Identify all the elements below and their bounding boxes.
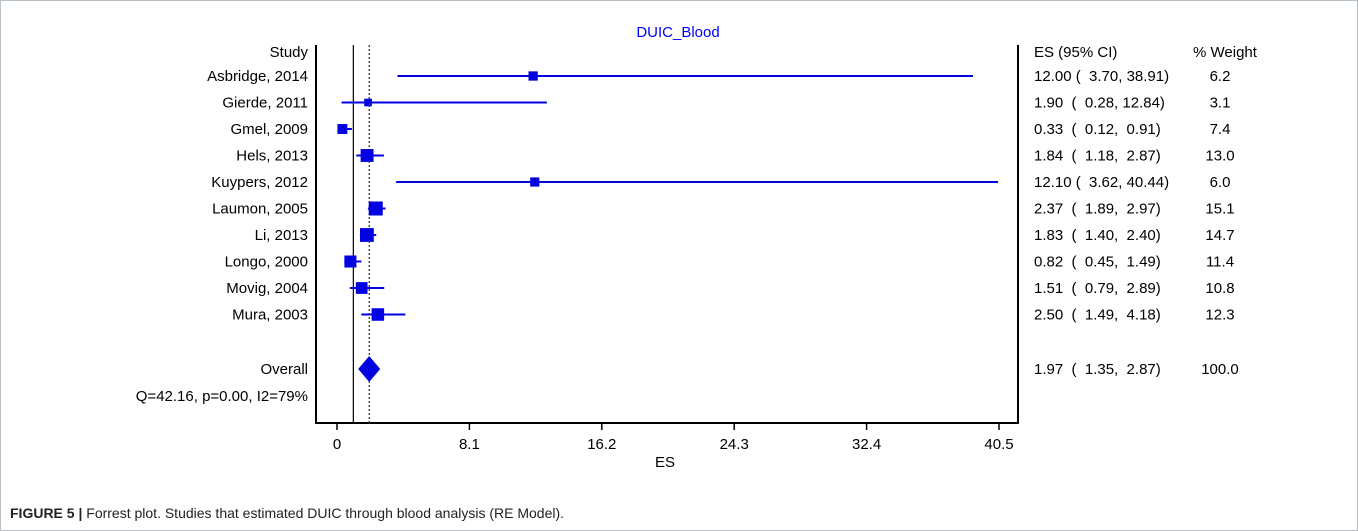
study-row: Movig, 2004 1.51 ( 0.79, 2.89) 10.8 [226, 280, 1234, 297]
es-ci-value: 0.33 ( 0.12, 0.91) [1034, 121, 1161, 138]
study-name: Asbridge, 2014 [207, 68, 308, 85]
study-name: Gierde, 2011 [222, 95, 308, 112]
effect-marker [344, 255, 357, 268]
es-ci-value: 12.10 ( 3.62, 40.44) [1034, 174, 1169, 191]
effect-marker [337, 124, 348, 134]
study-row: Gmel, 2009 0.33 ( 0.12, 0.91) 7.4 [230, 121, 1230, 138]
effect-marker [355, 282, 368, 294]
es-ci-value: 1.90 ( 0.28, 12.84) [1034, 95, 1165, 112]
es-ci-value: 12.00 ( 3.70, 38.91) [1034, 68, 1169, 85]
effect-marker [368, 201, 383, 216]
weight-value: 3.1 [1210, 95, 1231, 112]
study-row: Li, 2013 1.83 ( 1.40, 2.40) 14.7 [255, 227, 1235, 244]
effect-marker [528, 71, 538, 81]
weight-value: 12.3 [1205, 307, 1234, 324]
study-name: Mura, 2003 [232, 307, 308, 324]
study-name: Laumon, 2005 [212, 201, 308, 218]
study-row: Hels, 2013 1.84 ( 1.18, 2.87) 13.0 [236, 148, 1234, 165]
effect-marker [360, 228, 374, 242]
es-ci-value: 0.82 ( 0.45, 1.49) [1034, 254, 1161, 271]
figure-caption: FIGURE 5 | Forrest plot. Studies that es… [10, 505, 564, 521]
x-tick-label: 24.3 [720, 436, 749, 453]
x-tick-label: 16.2 [587, 436, 616, 453]
column-header-es-ci: ES (95% CI) [1034, 44, 1117, 61]
weight-value: 6.2 [1210, 68, 1231, 85]
heterogeneity-stats: Q=42.16, p=0.00, I2=79% [136, 388, 308, 405]
weight-value: 15.1 [1205, 201, 1234, 218]
study-name: Longo, 2000 [225, 254, 308, 271]
study-row: Mura, 2003 2.50 ( 1.49, 4.18) 12.3 [232, 307, 1234, 324]
study-name: Li, 2013 [255, 227, 308, 244]
column-header-study: Study [270, 44, 309, 61]
weight-value: 14.7 [1205, 227, 1234, 244]
x-tick-label: 0 [333, 436, 341, 453]
effect-marker [371, 308, 385, 321]
overall-row: Overall 1.97 ( 1.35, 2.87) 100.0 [260, 356, 1239, 382]
study-row: Asbridge, 2014 12.00 ( 3.70, 38.91) 6.2 [207, 68, 1230, 85]
caption-text: Forrest plot. Studies that estimated DUI… [82, 505, 565, 521]
study-name: Gmel, 2009 [230, 121, 308, 138]
study-name: Movig, 2004 [226, 280, 308, 297]
overall-diamond [358, 356, 381, 382]
x-tick-label: 40.5 [984, 436, 1013, 453]
study-row: Laumon, 2005 2.37 ( 1.89, 2.97) 15.1 [212, 201, 1235, 218]
x-tick-label: 8.1 [459, 436, 480, 453]
es-ci-value: 1.84 ( 1.18, 2.87) [1034, 148, 1161, 165]
study-name: Kuypers, 2012 [211, 174, 308, 191]
weight-value: 10.8 [1205, 280, 1234, 297]
study-row: Longo, 2000 0.82 ( 0.45, 1.49) 11.4 [225, 254, 1234, 271]
effect-marker [530, 177, 540, 187]
effect-marker [360, 149, 374, 162]
overall-label: Overall [260, 361, 308, 378]
study-name: Hels, 2013 [236, 148, 308, 165]
overall-weight-value: 100.0 [1201, 361, 1239, 378]
overall-es-ci-value: 1.97 ( 1.35, 2.87) [1034, 361, 1161, 378]
effect-marker [364, 98, 372, 107]
es-ci-value: 2.37 ( 1.89, 2.97) [1034, 201, 1161, 218]
column-header-weight: % Weight [1193, 44, 1258, 61]
weight-value: 11.4 [1206, 254, 1234, 271]
es-ci-value: 2.50 ( 1.49, 4.18) [1034, 307, 1161, 324]
es-ci-value: 1.83 ( 1.40, 2.40) [1034, 227, 1161, 244]
es-ci-value: 1.51 ( 0.79, 2.89) [1034, 280, 1161, 297]
chart-title: DUIC_Blood [636, 24, 719, 41]
study-row: Gierde, 2011 1.90 ( 0.28, 12.84) 3.1 [222, 95, 1230, 112]
study-row: Kuypers, 2012 12.10 ( 3.62, 40.44) 6.0 [211, 174, 1230, 191]
x-axis-label: ES [655, 454, 675, 471]
weight-value: 13.0 [1205, 148, 1234, 165]
caption-label: FIGURE 5 | [10, 505, 83, 521]
weight-value: 6.0 [1210, 174, 1231, 191]
weight-value: 7.4 [1210, 121, 1231, 138]
x-tick-label: 32.4 [852, 436, 881, 453]
